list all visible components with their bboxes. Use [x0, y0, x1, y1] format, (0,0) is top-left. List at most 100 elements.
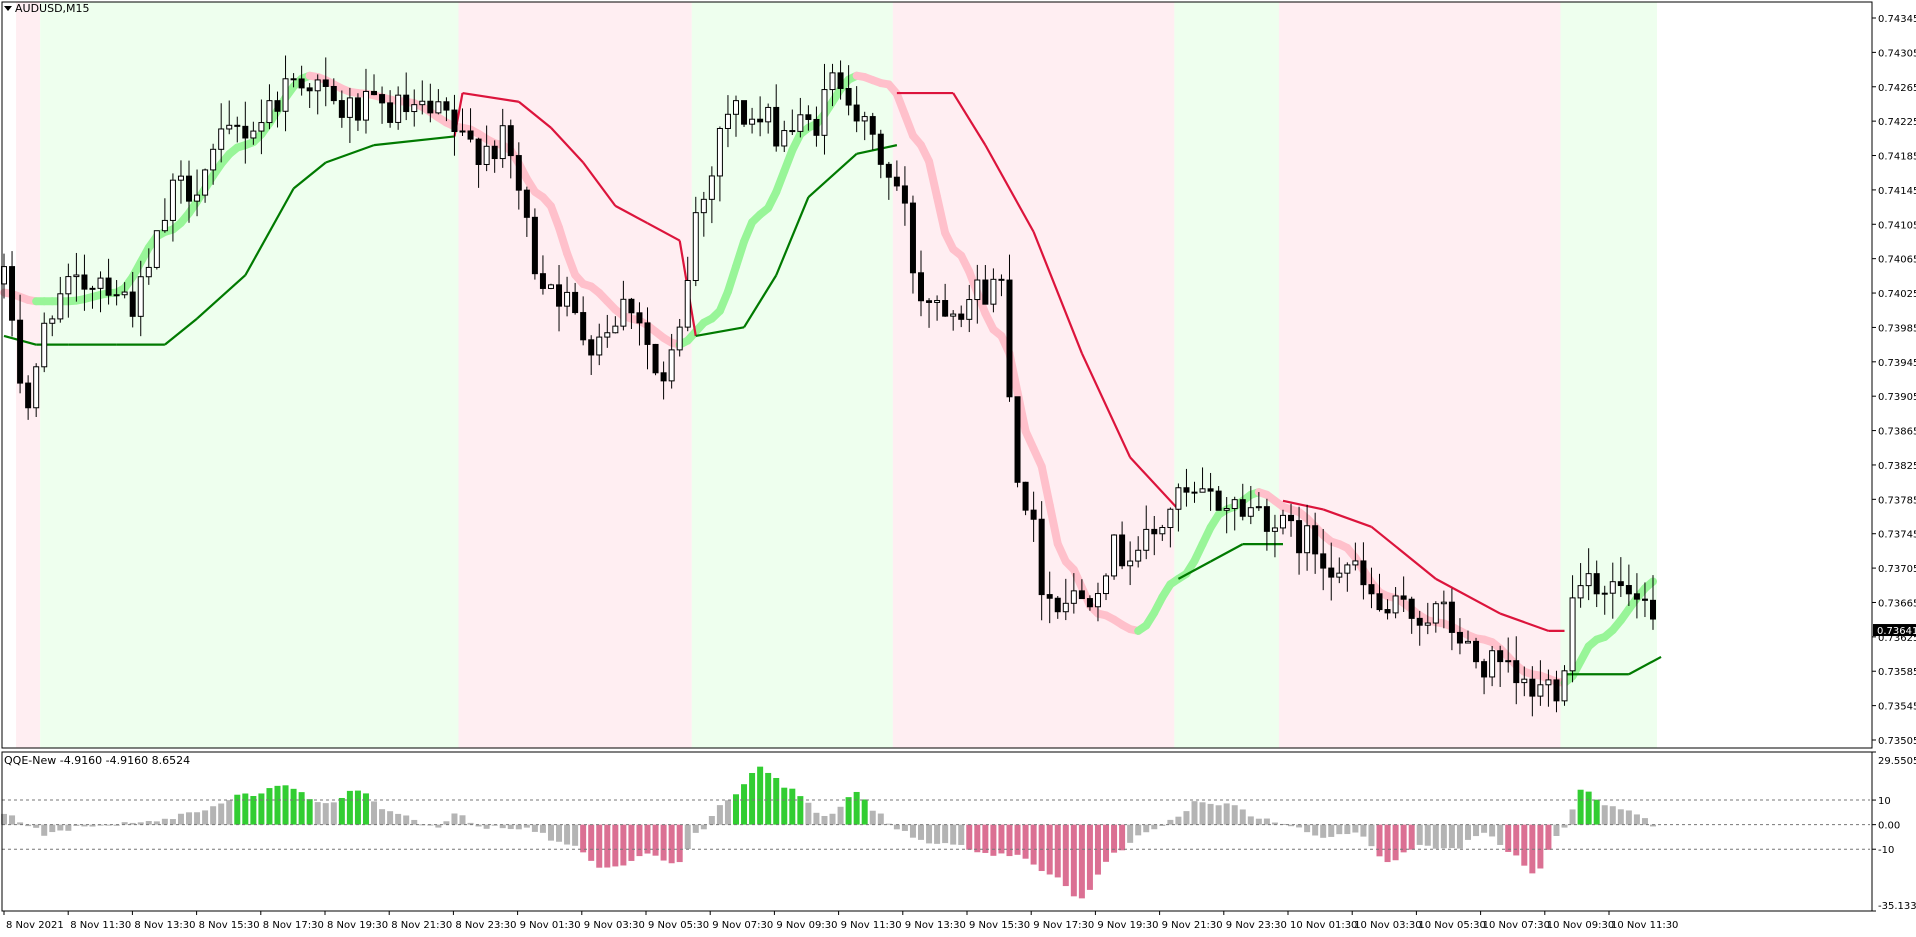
- qqe-bar: [17, 822, 24, 825]
- candle-body: [41, 322, 48, 368]
- qqe-bar: [1239, 809, 1246, 825]
- trail-segment: [373, 135, 455, 147]
- candle-body: [1569, 597, 1576, 672]
- qqe-bar: [1111, 824, 1118, 853]
- candle-body: [789, 130, 796, 133]
- qqe-bar: [781, 787, 788, 825]
- qqe-bar: [371, 801, 378, 825]
- qqe-bar: [443, 821, 450, 825]
- qqe-bar: [507, 824, 514, 830]
- candle: [1633, 573, 1640, 619]
- trail-segment: [550, 127, 584, 164]
- candle-body: [572, 291, 579, 314]
- candle: [1207, 472, 1214, 511]
- qqe-bar: [1513, 824, 1520, 856]
- trail-segment: [984, 144, 1035, 233]
- candle-body: [475, 138, 482, 165]
- qqe-bar: [65, 824, 72, 831]
- candle-body: [893, 176, 900, 187]
- candle: [934, 295, 941, 321]
- candle-body: [1127, 560, 1134, 567]
- time-tick-label: 9 Nov 11:30: [841, 920, 902, 931]
- candle-body: [1601, 592, 1608, 595]
- candle-body: [1070, 590, 1077, 604]
- candle-body: [1440, 601, 1447, 605]
- candle: [692, 196, 699, 287]
- time-tick-label: 10 Nov 11:30: [1611, 920, 1678, 931]
- candle: [757, 96, 764, 137]
- qqe-bar: [1054, 824, 1061, 878]
- candle-body: [226, 124, 233, 130]
- qqe-bar: [909, 824, 916, 838]
- trail-segment: [1435, 577, 1501, 615]
- candle-body: [451, 109, 458, 133]
- candle-body: [926, 300, 933, 303]
- candle-body: [49, 318, 56, 324]
- trail-segment: [856, 144, 898, 155]
- candlestick-series: [1, 55, 1656, 717]
- trail-segment: [614, 204, 649, 225]
- qqe-bar: [1609, 806, 1616, 825]
- candle-body: [1352, 560, 1359, 566]
- candle: [1086, 595, 1093, 611]
- ma-segment: [555, 223, 572, 258]
- candle: [1537, 660, 1544, 706]
- qqe-bar: [1368, 824, 1375, 847]
- indicator-tick-label: -35.1334: [1878, 901, 1916, 912]
- candle: [1489, 646, 1496, 687]
- time-tick-label: 9 Nov 07:30: [712, 920, 773, 931]
- trail-segment: [1177, 560, 1212, 580]
- qqe-bar: [1497, 824, 1504, 845]
- qqe-bar: [1119, 824, 1126, 851]
- qqe-bar: [467, 822, 474, 825]
- candle-body: [298, 78, 305, 89]
- candle: [1247, 485, 1254, 525]
- candle: [773, 84, 780, 152]
- qqe-bar: [628, 824, 635, 861]
- candle-body: [1344, 564, 1351, 574]
- candle-body: [1271, 527, 1278, 532]
- trail-segment: [244, 187, 295, 276]
- qqe-bar: [853, 791, 860, 825]
- symbol-label[interactable]: AUDUSD,M15: [4, 2, 90, 15]
- qqe-bar: [186, 812, 193, 825]
- qqe-bar: [749, 772, 756, 825]
- candle-body: [958, 313, 965, 320]
- candle: [1062, 578, 1069, 621]
- candle: [789, 109, 796, 136]
- candle-body: [765, 106, 772, 123]
- candle-body: [1038, 518, 1045, 596]
- qqe-bar: [194, 812, 201, 825]
- qqe-bar: [306, 799, 313, 825]
- candle-body: [813, 118, 820, 136]
- candle: [620, 280, 627, 331]
- candle-body: [1336, 572, 1343, 578]
- candle-body: [1199, 488, 1206, 493]
- chevron-down-icon[interactable]: [4, 6, 12, 11]
- candle: [419, 80, 426, 115]
- candle: [1304, 504, 1311, 571]
- qqe-bar: [73, 824, 80, 826]
- candle-body: [379, 94, 386, 104]
- candle: [612, 316, 619, 334]
- price-tick-label: 0.74145: [1878, 186, 1916, 197]
- candle: [1078, 579, 1085, 600]
- price-tick-label: 0.73785: [1878, 495, 1916, 506]
- main-frame: [1, 1, 1873, 749]
- candle-body: [684, 280, 691, 328]
- qqe-bar: [821, 815, 828, 825]
- qqe-bar: [1456, 824, 1463, 849]
- ma-segment: [925, 157, 942, 202]
- ma-segment: [1045, 501, 1062, 548]
- indicator-axis: 29.5505 10 0.00 -10 -35.1334: [1872, 751, 1916, 912]
- qqe-bar: [1263, 818, 1270, 825]
- qqe-bar: [644, 824, 651, 854]
- qqe-bar: [57, 824, 64, 831]
- candle: [1456, 618, 1463, 655]
- candle-body: [274, 100, 281, 112]
- candle: [523, 186, 530, 237]
- qqe-bar: [242, 793, 249, 825]
- candle-body: [821, 89, 828, 136]
